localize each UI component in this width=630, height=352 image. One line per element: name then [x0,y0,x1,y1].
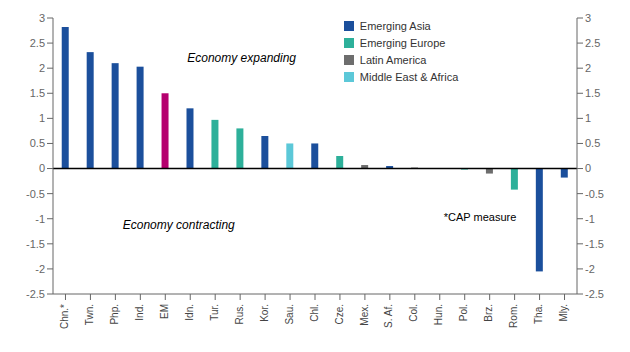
html-text:Economy contracting: Economy contracting [122,218,235,232]
html-text:Middle East & Africa: Middle East & Africa [359,71,459,83]
html-text:Emerging Europe: Emerging Europe [359,37,446,49]
svg-text:Tha.: Tha. [533,304,544,324]
svg-text:1: 1 [39,112,45,124]
svg-text:Rom.: Rom. [508,304,519,328]
svg-text:1: 1 [585,112,591,124]
svg-text:Cze.: Cze. [334,304,345,325]
svg-text:-1: -1 [35,213,45,225]
svg-text:-1: -1 [585,213,595,225]
svg-text:1.5: 1.5 [30,87,45,99]
svg-text:0.5: 0.5 [30,137,45,149]
svg-text:Pol.: Pol. [458,304,469,321]
svg-text:Twn.: Twn. [84,304,95,325]
svg-text:Idn.: Idn. [184,304,195,321]
svg-text:2.5: 2.5 [585,37,600,49]
svg-text:Hun.: Hun. [433,304,444,325]
svg-text:-0.5: -0.5 [26,188,45,200]
svg-text:-2: -2 [585,263,595,275]
svg-text:Mex.: Mex. [359,304,370,326]
svg-text:-2.5: -2.5 [585,288,604,300]
svg-text:S. Af.: S. Af. [383,304,394,328]
svg-text:Chn.*: Chn.* [59,304,70,329]
svg-text:Sau.: Sau. [284,304,295,325]
html-text:Economy expanding: Economy expanding [187,51,296,66]
svg-text:-0.5: -0.5 [585,188,604,200]
svg-text:0: 0 [39,162,45,174]
svg-text:Php.: Php. [109,304,120,325]
html-text:*CAP measure: *CAP measure [443,210,517,223]
svg-text:3: 3 [39,12,45,24]
svg-text:-1.5: -1.5 [585,238,604,250]
svg-text:Brz.: Brz. [483,304,494,322]
svg-text:Rus.: Rus. [234,304,245,325]
svg-text:2: 2 [39,62,45,74]
html-text:Latin America: Latin America [359,54,427,66]
svg-text:2: 2 [585,62,591,74]
svg-text:Chl.: Chl. [309,304,320,322]
svg-text:EM: EM [159,304,170,319]
svg-text:2.5: 2.5 [30,37,45,49]
html-text:Emerging Asia: Emerging Asia [359,20,431,32]
svg-text:1.5: 1.5 [585,87,600,99]
svg-text:Col.: Col. [408,304,419,322]
svg-text:3: 3 [585,12,591,24]
svg-text:Mly.: Mly. [558,304,569,322]
svg-text:Tur.: Tur. [209,304,220,321]
svg-text:Kor.: Kor. [259,304,270,322]
svg-text:0.5: 0.5 [585,137,600,149]
svg-text:Ind.: Ind. [134,304,145,321]
svg-text:-2: -2 [35,263,45,275]
svg-text:0: 0 [585,162,591,174]
svg-text:-1.5: -1.5 [26,238,45,250]
svg-text:-2.5: -2.5 [26,288,45,300]
